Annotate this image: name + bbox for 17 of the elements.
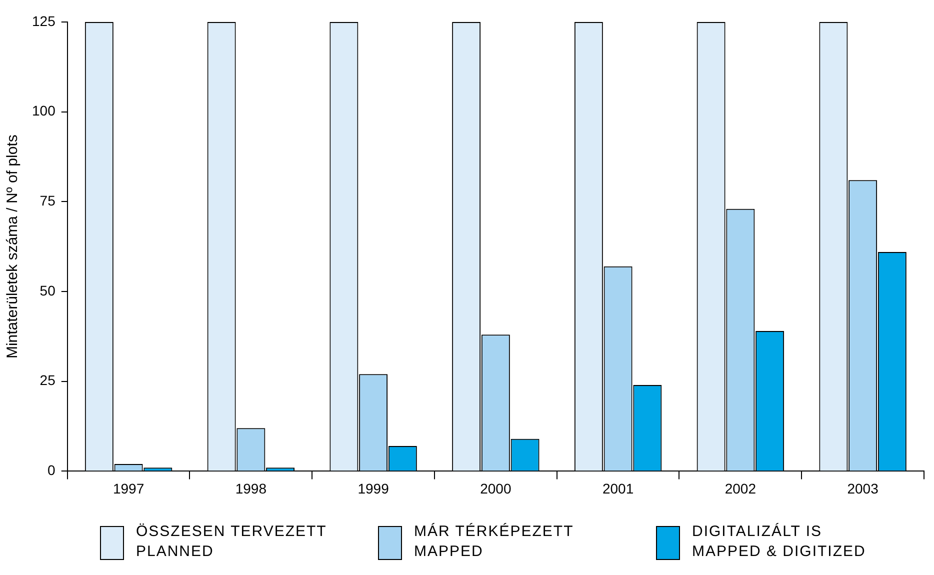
x-tick-label: 1998 (235, 480, 267, 496)
legend-label: DIGITALIZÁLT IS MAPPED & DIGITIZED (692, 522, 866, 562)
y-tick-label: 100 (32, 102, 56, 119)
legend-label: MÁR TÉRKÉPEZETT MAPPED (414, 522, 574, 562)
x-tick-label: 2000 (480, 480, 512, 496)
x-tick-label: 1997 (112, 480, 144, 496)
y-axis-title: Mintaterületek száma / Nº of plots (4, 134, 22, 359)
legend-label: ÖSSZESEN TERVEZETT PLANNED (136, 522, 327, 562)
x-tick-label: 2002 (724, 480, 756, 496)
x-tick-label: 2001 (602, 480, 634, 496)
y-tick-label: 125 (32, 12, 56, 29)
y-tick-label: 0 (48, 462, 56, 478)
y-tick-label: 75 (40, 192, 56, 209)
x-tick-label: 1999 (358, 480, 390, 496)
y-tick-label: 50 (40, 282, 56, 298)
y-tick-label: 25 (40, 372, 56, 388)
x-tick-label: 2003 (847, 480, 879, 496)
